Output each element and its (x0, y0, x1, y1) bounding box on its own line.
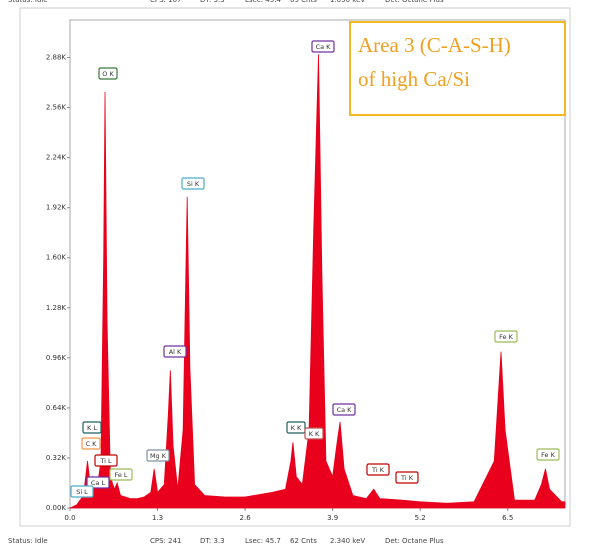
peak-label: Ti L (99, 457, 112, 465)
x-tick-label: 2.6 (240, 514, 252, 522)
peak-label-box (304, 427, 324, 440)
peak-label-box (181, 177, 205, 190)
y-tick-label: 0.96K (46, 354, 67, 362)
peak-label: Fe K (541, 451, 555, 459)
y-tick-label: 2.24K (46, 154, 67, 162)
peak-label: Si L (76, 488, 88, 496)
x-tick-label: 3.9 (327, 514, 338, 522)
peak-label: Mg K (150, 452, 167, 460)
peak-label: Fe L (114, 471, 127, 479)
peak-label-box (332, 403, 356, 416)
peak-label: Ca K (337, 406, 353, 414)
x-tick-label: 6.5 (502, 514, 513, 522)
x-tick-label: 0.0 (64, 514, 75, 522)
status-item: CPS: 241 (150, 537, 182, 545)
y-tick-label: 0.64K (46, 404, 67, 412)
y-tick-label: 2.56K (46, 104, 67, 112)
peak-label-box (81, 437, 101, 450)
x-tick-label: 5.2 (415, 514, 426, 522)
status-item: 2.340 keV (330, 537, 365, 545)
status-item: 69 Cnts (290, 0, 317, 4)
peak-label-box (94, 454, 118, 467)
peak-label-box (494, 330, 518, 343)
y-tick-label: 0.32K (46, 454, 67, 462)
peak-label-box (146, 449, 170, 462)
peak-label-box (311, 40, 335, 53)
peak-label-box (86, 476, 110, 489)
status-item: Det: Octane Plus (385, 537, 444, 545)
status-item: 1.050 keV (330, 0, 365, 4)
status-item: Status: Idle (8, 0, 48, 4)
peak-label: C K (86, 440, 98, 448)
y-tick-label: 1.60K (46, 254, 67, 262)
peak-label-box (98, 67, 118, 80)
peak-label: Al K (169, 348, 182, 356)
peak-label: Fe K (499, 333, 513, 341)
status-item: Det: Octane Plus (385, 0, 444, 4)
x-tick-label: 1.3 (152, 514, 163, 522)
peak-label: O K (102, 70, 114, 78)
peak-label: K L (87, 424, 97, 432)
y-tick-label: 1.28K (46, 304, 67, 312)
status-item: 62 Cnts (290, 537, 317, 545)
note-box (349, 21, 566, 116)
peak-label: K K (309, 430, 320, 438)
peak-label-box (395, 471, 419, 484)
status-item: DT: 3.3 (200, 0, 225, 4)
note-text: of high Ca/Si (358, 67, 470, 91)
peak-label-box (163, 345, 187, 358)
status-item: Lsec: 45.4 (245, 0, 281, 4)
y-tick-label: 2.88K (46, 54, 67, 62)
y-tick-label: 0.00K (46, 504, 67, 512)
peak-label: Ti K (400, 474, 414, 482)
status-item: CPS: 107 (150, 0, 182, 4)
peak-label-box (109, 468, 133, 481)
peak-label-box (536, 448, 560, 461)
y-tick-label: 1.92K (46, 204, 67, 212)
peak-label: Si K (187, 180, 200, 188)
note-text: Area 3 (C-A-S-H) (358, 33, 511, 57)
peak-label-box (286, 421, 306, 434)
peak-label: K K (291, 424, 302, 432)
peak-label: Ca L (91, 479, 106, 487)
status-item: Status: Idle (8, 537, 48, 545)
peak-label-box (366, 463, 390, 476)
status-item: Lsec: 45.7 (245, 537, 281, 545)
peak-label-box (82, 421, 102, 434)
peak-label-box (70, 485, 94, 498)
peak-label: Ti K (371, 466, 385, 474)
status-item: DT: 3.3 (200, 537, 225, 545)
peak-label: Ca K (316, 43, 332, 51)
